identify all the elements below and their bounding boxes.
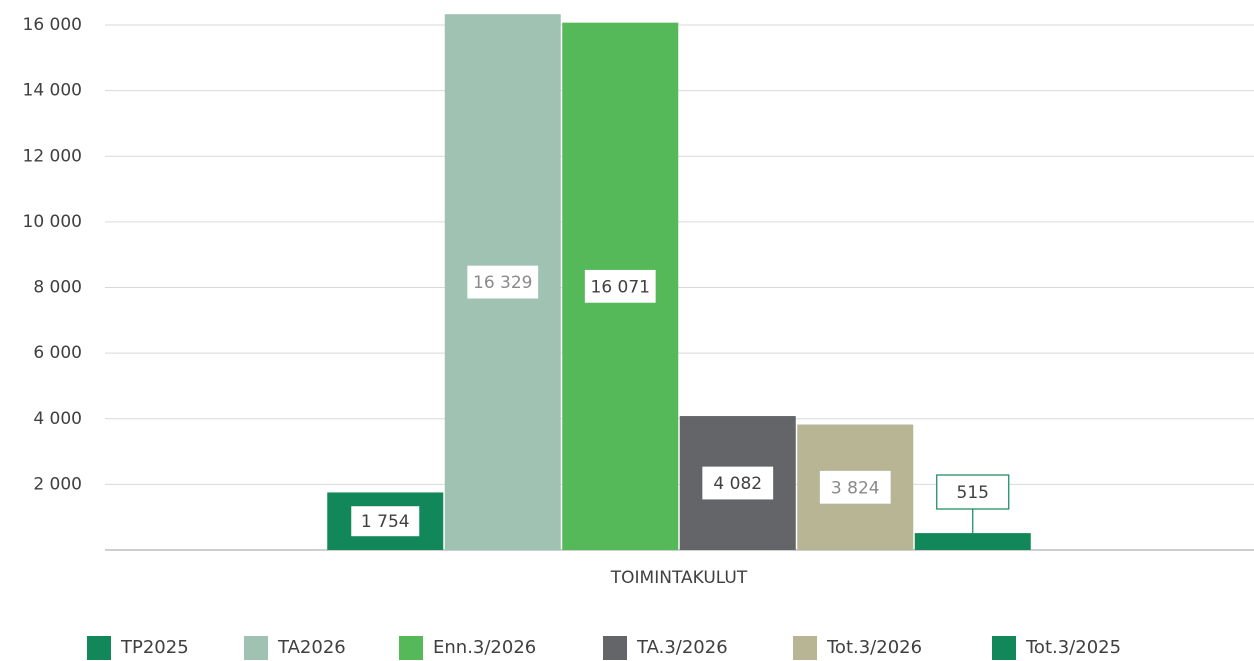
x-tick-label: TOIMINTAKULUT bbox=[610, 568, 748, 588]
legend-label: TP2025 bbox=[120, 637, 189, 658]
legend-label: Enn.3/2026 bbox=[433, 637, 536, 658]
data-label: 16 071 bbox=[591, 277, 650, 297]
data-label: 515 bbox=[957, 483, 989, 503]
y-tick-label: 6 000 bbox=[33, 343, 82, 363]
legend-label: Tot.3/2026 bbox=[826, 637, 922, 658]
y-tick-label: 8 000 bbox=[33, 278, 82, 298]
y-tick-label: 4 000 bbox=[33, 409, 82, 429]
label-box bbox=[466, 264, 540, 300]
data-label: 16 329 bbox=[473, 273, 532, 293]
legend-label: TA2026 bbox=[277, 637, 346, 658]
legend-swatch bbox=[244, 636, 268, 660]
label-box bbox=[583, 268, 657, 304]
data-label: 4 082 bbox=[713, 474, 762, 494]
legend-label: Tot.3/2025 bbox=[1025, 637, 1121, 658]
y-tick-label: 12 000 bbox=[23, 146, 82, 166]
bar bbox=[914, 533, 1031, 550]
legend: TP2025 TA2026 Enn.3/2026 TA.3/2026 Tot.3/202… bbox=[87, 636, 1121, 660]
label-box bbox=[818, 469, 892, 505]
y-tick-label: 2 000 bbox=[33, 474, 82, 494]
legend-swatch bbox=[793, 636, 817, 660]
data-label: 1 754 bbox=[361, 512, 410, 532]
legend-swatch bbox=[603, 636, 627, 660]
label-box bbox=[701, 465, 775, 501]
y-tick-label: 10 000 bbox=[23, 212, 82, 232]
data-label: 3 824 bbox=[831, 478, 880, 498]
legend-swatch bbox=[992, 636, 1016, 660]
y-tick-label: 14 000 bbox=[23, 81, 82, 101]
legend-label: TA.3/2026 bbox=[636, 637, 728, 658]
legend-swatch bbox=[399, 636, 423, 660]
label-box bbox=[347, 502, 424, 541]
label-box bbox=[936, 474, 1010, 510]
legend-swatch bbox=[87, 636, 111, 660]
y-tick-label: 16 000 bbox=[23, 15, 82, 35]
